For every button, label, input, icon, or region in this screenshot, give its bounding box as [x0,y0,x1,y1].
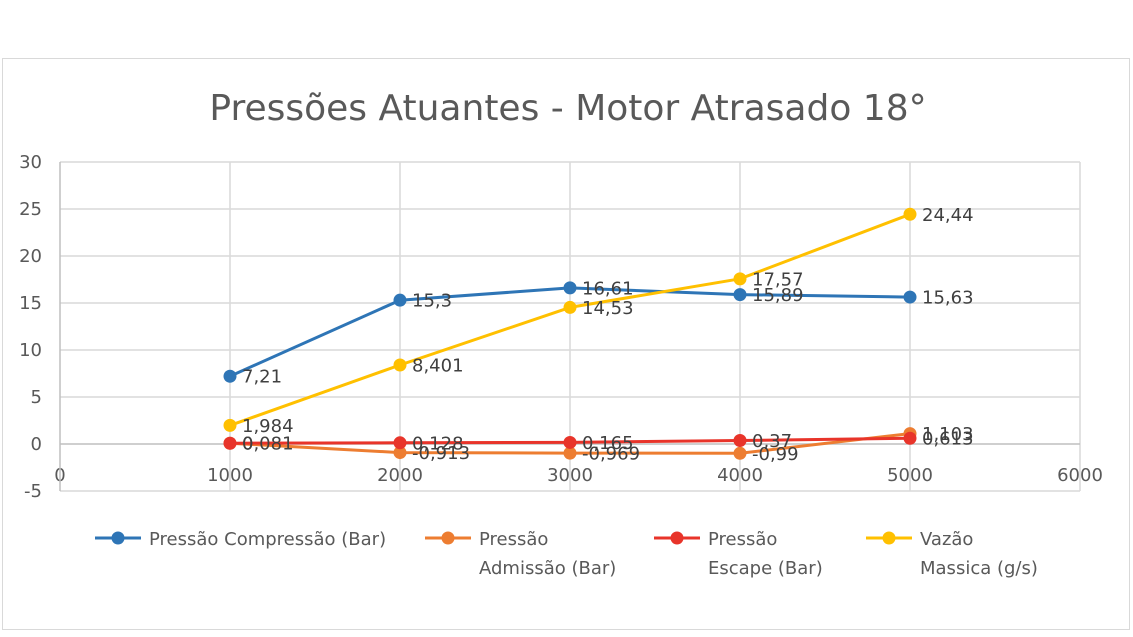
x-tick-label: 1000 [207,465,253,486]
x-tick-label: 3000 [547,465,593,486]
x-tick-label: 4000 [717,465,763,486]
legend-point-marker [882,531,896,545]
data-label: 16,61 [582,278,634,299]
y-tick-label: -5 [24,481,42,502]
series-points [223,207,917,460]
y-tick-label: 5 [31,387,42,408]
data-point [393,358,407,372]
data-label: -0,969 [582,444,640,465]
y-tick-label: 30 [19,152,42,173]
data-point [393,436,407,450]
data-point [223,436,237,450]
data-label: 15,63 [922,288,974,309]
legend-entry-text: Pressão [708,529,777,550]
data-label: 1,984 [242,416,294,437]
data-point [903,207,917,221]
data-point [563,300,577,314]
data-point [393,293,407,307]
chart-title: Pressões Atuantes - Motor Atrasado 18° [209,88,926,129]
legend-entry-text: Admissão (Bar) [479,558,616,579]
y-tick-label: 15 [19,293,42,314]
x-tick-label: 5000 [887,465,933,486]
data-label: 15,3 [412,291,452,312]
y-tick-label: 10 [19,340,42,361]
data-point [903,290,917,304]
data-label: -0,99 [752,444,799,465]
legend-point-marker [441,531,455,545]
chart-frame [2,58,1130,630]
legend-entry-text: Escape (Bar) [708,558,823,579]
data-label: 0,613 [922,429,974,450]
x-tick-label: 2000 [377,465,423,486]
data-point [563,435,577,449]
data-point [733,272,747,286]
data-label: 1,103 [922,424,974,445]
data-point [223,418,237,432]
data-label: 8,401 [412,356,464,377]
y-tick-label: 25 [19,199,42,220]
legend-point-marker [670,531,684,545]
data-labels: 7,21 15,3 16,61 15,89 15,63 0,081 -0,913 -0,969… [242,205,974,465]
data-point [563,281,577,295]
x-tick-label: 6000 [1057,465,1103,486]
data-label: 14,53 [582,298,634,319]
data-point [393,446,407,460]
data-label: 24,44 [922,205,974,226]
legend: Pressão Compressão (Bar) Pressão Admissão … [95,529,1038,579]
data-label: 0,128 [412,433,464,454]
legend-entry-text: Vazão [920,529,973,550]
data-label: -0,913 [412,443,470,464]
y-tick-label: 0 [31,434,42,455]
y-tick-label: 20 [19,246,42,267]
data-label: 17,57 [752,269,804,290]
data-point [223,369,237,383]
axes: -5 0 5 10 15 20 25 30 0 1000 2000 3000 4000 5000 6000 [19,152,1103,502]
data-label: 0 [242,434,253,455]
data-point [903,431,917,445]
data-point [733,446,747,460]
data-point [733,434,747,448]
data-label: 0,165 [582,433,634,454]
data-label: 0,081 [242,434,294,455]
data-label: 0,37 [752,431,792,452]
data-label: 7,21 [242,367,282,388]
data-point [733,288,747,302]
data-point [563,446,577,460]
legend-entry-text: Massica (g/s) [920,558,1038,579]
legend-entry-text: Pressão [479,529,548,550]
data-label: 15,89 [752,285,804,306]
legend-point-marker [111,531,125,545]
legend-entry-text: Pressão Compressão (Bar) [149,529,386,550]
